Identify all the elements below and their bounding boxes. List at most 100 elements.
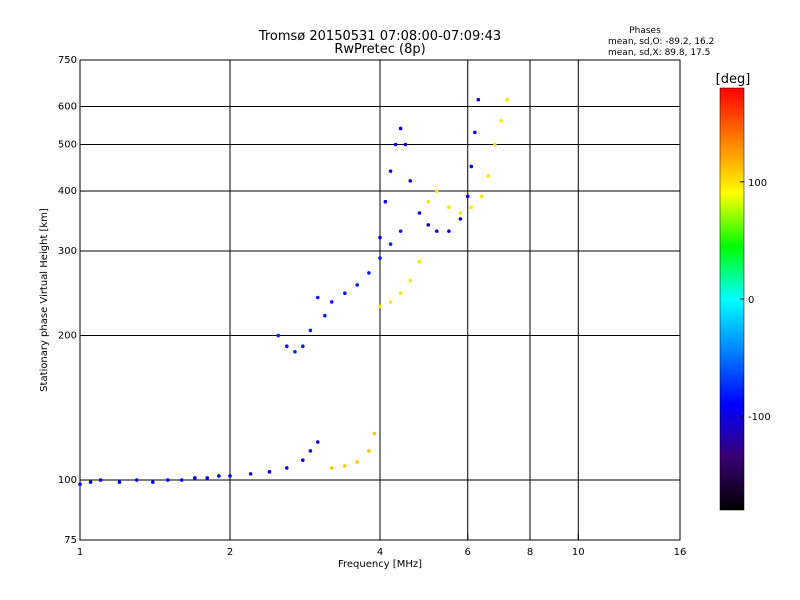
data-point bbox=[301, 344, 305, 349]
chart-title: Tromsø 20150531 07:08:00-07:09:43 bbox=[258, 29, 501, 44]
data-point bbox=[476, 97, 481, 102]
data-point bbox=[301, 458, 305, 462]
data-point bbox=[388, 242, 393, 246]
x-tick-label: 6 bbox=[465, 547, 471, 558]
phase-stats-o: mean, sd,O: -89.2, 16.2 bbox=[608, 37, 714, 47]
data-point bbox=[88, 480, 93, 484]
data-point bbox=[398, 229, 403, 233]
data-point bbox=[276, 333, 281, 338]
data-point bbox=[393, 142, 398, 147]
data-point bbox=[469, 205, 474, 210]
data-point bbox=[355, 283, 359, 287]
data-point bbox=[378, 256, 382, 260]
data-point bbox=[378, 235, 382, 240]
y-axis-label: Stationary phase Virtual Height [km] bbox=[39, 208, 50, 392]
y-tick-label: 600 bbox=[58, 102, 77, 113]
data-point bbox=[417, 259, 422, 264]
x-tick-label: 16 bbox=[674, 547, 687, 558]
series-trace bbox=[378, 259, 422, 309]
data-point bbox=[205, 476, 209, 480]
data-point bbox=[458, 217, 463, 221]
data-point bbox=[329, 300, 334, 304]
data-point bbox=[486, 174, 491, 178]
data-point bbox=[193, 476, 197, 480]
data-point bbox=[228, 474, 232, 478]
data-point bbox=[447, 205, 451, 210]
data-point bbox=[134, 478, 139, 482]
data-point bbox=[217, 474, 221, 478]
y-tick-label: 750 bbox=[58, 55, 77, 66]
series-trace bbox=[329, 431, 377, 470]
data-point bbox=[417, 211, 422, 215]
data-point bbox=[469, 164, 474, 169]
colorbar-tick-label: -100 bbox=[748, 412, 771, 423]
data-point bbox=[499, 119, 503, 123]
data-point bbox=[151, 480, 155, 484]
phase-stats-heading: Phases bbox=[629, 26, 661, 36]
data-point bbox=[426, 223, 431, 227]
colorbar-ticks: 100 0 -100 bbox=[740, 178, 771, 423]
series-trace bbox=[78, 440, 320, 487]
y-tick-label: 400 bbox=[58, 186, 77, 197]
colorbar-label: [deg] bbox=[716, 72, 751, 87]
data-point bbox=[284, 344, 289, 349]
data-point bbox=[458, 211, 463, 215]
data-point bbox=[398, 291, 403, 296]
data-point bbox=[465, 194, 470, 199]
data-point bbox=[343, 464, 347, 468]
data-point bbox=[447, 229, 451, 233]
data-point bbox=[308, 328, 313, 333]
data-point bbox=[378, 304, 382, 309]
data-point bbox=[388, 169, 393, 173]
data-point bbox=[434, 229, 439, 233]
y-tick-label: 500 bbox=[58, 140, 77, 151]
data-point bbox=[267, 470, 272, 474]
data-point bbox=[329, 466, 334, 470]
colorbar-tick-label: 0 bbox=[748, 295, 754, 306]
colorbar-tick-label: 100 bbox=[748, 178, 767, 189]
data-point bbox=[315, 440, 320, 444]
x-tick-label: 1 bbox=[77, 547, 83, 558]
x-tick-label: 4 bbox=[377, 547, 383, 558]
data-point bbox=[367, 271, 371, 275]
data-point bbox=[117, 480, 122, 484]
data-point bbox=[403, 142, 408, 147]
x-tick-label: 10 bbox=[572, 547, 585, 558]
x-tick-label: 8 bbox=[527, 547, 533, 558]
data-point bbox=[398, 126, 403, 131]
data-point bbox=[308, 449, 313, 453]
data-point bbox=[165, 478, 170, 482]
y-tick-label: 100 bbox=[58, 475, 77, 486]
data-point bbox=[343, 291, 347, 296]
series-trace bbox=[276, 229, 403, 354]
data-point bbox=[434, 189, 439, 193]
data-point bbox=[493, 142, 497, 147]
phase-stats-x: mean, sd,X: 89.8, 17.5 bbox=[608, 48, 710, 58]
data-point bbox=[408, 179, 413, 183]
data-point bbox=[293, 349, 297, 354]
data-point bbox=[505, 97, 509, 102]
y-tick-label: 300 bbox=[58, 246, 77, 257]
series-trace bbox=[378, 97, 481, 240]
data-point bbox=[355, 460, 359, 464]
data-point bbox=[426, 199, 431, 204]
grid-lines bbox=[80, 60, 680, 540]
chart-subtitle: RwPretec (8p) bbox=[334, 42, 425, 57]
y-tick-label: 200 bbox=[58, 331, 77, 342]
x-tick-label: 2 bbox=[227, 547, 233, 558]
data-point bbox=[479, 194, 484, 199]
data-point bbox=[248, 472, 253, 476]
data-point bbox=[315, 295, 320, 300]
data-point bbox=[78, 482, 82, 487]
data-point bbox=[372, 431, 377, 436]
data-point bbox=[383, 199, 388, 204]
data-points bbox=[78, 97, 509, 487]
series-trace bbox=[426, 97, 509, 215]
axis-ticks: 1 2 4 6 8 10 16 75 100 200 300 400 500 600 750 bbox=[58, 55, 686, 558]
y-tick-label: 75 bbox=[64, 535, 77, 546]
data-point bbox=[284, 466, 289, 470]
data-point bbox=[179, 478, 184, 482]
data-point bbox=[323, 313, 327, 318]
data-point bbox=[473, 130, 477, 135]
